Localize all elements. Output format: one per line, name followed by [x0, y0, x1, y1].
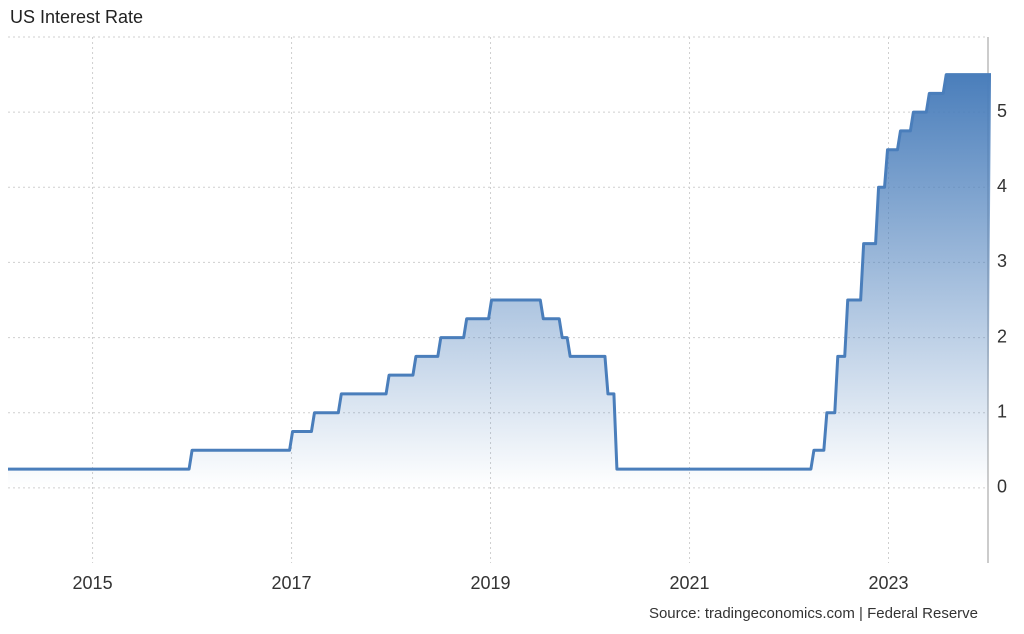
x-tick-label: 2023 — [868, 573, 908, 593]
x-tick-label: 2015 — [73, 573, 113, 593]
y-tick-label: 5 — [997, 101, 1007, 121]
source-note: Source: tradingeconomics.com | Federal R… — [649, 605, 978, 622]
chart-title: US Interest Rate — [10, 7, 143, 27]
y-tick-label: 4 — [997, 176, 1007, 196]
area-fill — [8, 74, 991, 488]
y-tick-label: 1 — [997, 401, 1007, 421]
y-tick-label: 0 — [997, 477, 1007, 497]
x-tick-label: 2021 — [669, 573, 709, 593]
x-tick-label: 2017 — [272, 573, 312, 593]
y-tick-label: 3 — [997, 251, 1007, 271]
y-tick-label: 2 — [997, 326, 1007, 346]
rate-line — [8, 73, 991, 471]
x-tick-label: 2019 — [471, 573, 511, 593]
